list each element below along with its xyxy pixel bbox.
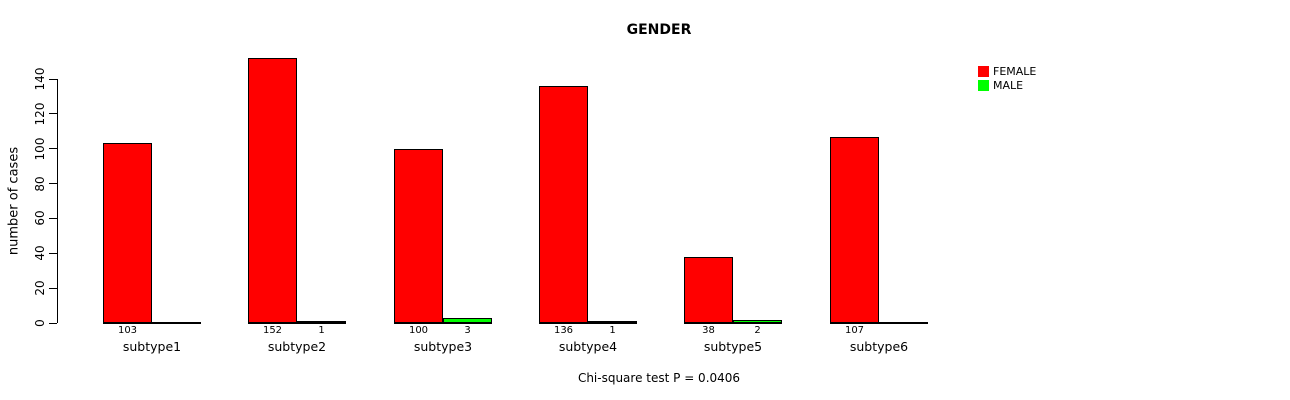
category-label-subtype3: subtype3 bbox=[413, 339, 473, 354]
legend-label-male: MALE bbox=[993, 78, 1024, 92]
y-tick-label: 140 bbox=[33, 67, 47, 91]
y-tick bbox=[49, 78, 57, 80]
bar-female-subtype3 bbox=[394, 149, 443, 323]
chi-square-caption: Chi-square test P = 0.0406 bbox=[577, 371, 741, 385]
y-tick-label: 20 bbox=[33, 280, 47, 296]
y-tick bbox=[49, 183, 57, 185]
category-label-subtype4: subtype4 bbox=[558, 339, 618, 354]
y-tick-label: 80 bbox=[33, 175, 47, 192]
bar-value-label-male-subtype2: 1 bbox=[318, 325, 325, 336]
y-tick bbox=[49, 217, 57, 219]
group-baseline bbox=[830, 322, 928, 324]
bar-value-label-female-subtype3: 100 bbox=[408, 325, 429, 336]
y-tick-label: 60 bbox=[33, 210, 47, 227]
y-tick bbox=[49, 287, 57, 289]
chart-title: GENDER bbox=[626, 22, 692, 38]
y-tick-label: 100 bbox=[33, 137, 47, 161]
bar-value-label-female-subtype5: 38 bbox=[702, 325, 715, 336]
y-axis-line bbox=[57, 79, 58, 323]
bar-value-label-female-subtype1: 103 bbox=[117, 325, 138, 336]
bar-value-label-female-subtype6: 107 bbox=[844, 325, 865, 336]
y-tick bbox=[49, 148, 57, 150]
bar-value-label-male-subtype4: 1 bbox=[609, 325, 616, 336]
legend-row-female: FEMALE bbox=[978, 64, 1036, 78]
male-swatch-icon bbox=[978, 79, 989, 91]
y-tick-label: 40 bbox=[33, 245, 47, 261]
y-tick bbox=[49, 113, 57, 115]
category-label-subtype1: subtype1 bbox=[122, 339, 182, 354]
bar-male-subtype4 bbox=[588, 321, 637, 323]
bar-female-subtype4 bbox=[539, 86, 588, 323]
bar-female-subtype2 bbox=[248, 58, 297, 323]
y-tick-label: 120 bbox=[33, 102, 47, 126]
legend: FEMALE MALE bbox=[978, 64, 1036, 92]
legend-label-female: FEMALE bbox=[993, 64, 1037, 78]
bar-male-subtype2 bbox=[297, 321, 346, 323]
y-tick-label: 0 bbox=[33, 319, 47, 327]
category-label-subtype2: subtype2 bbox=[267, 339, 327, 354]
bar-value-label-male-subtype5: 2 bbox=[754, 325, 761, 336]
y-axis-title: number of cases bbox=[6, 146, 22, 256]
y-tick bbox=[49, 322, 57, 324]
bar-female-subtype1 bbox=[103, 143, 152, 323]
bar-male-subtype5 bbox=[733, 320, 782, 323]
bar-female-subtype6 bbox=[830, 137, 879, 323]
bar-value-label-male-subtype3: 3 bbox=[464, 325, 471, 336]
bar-female-subtype5 bbox=[684, 257, 733, 323]
bar-value-label-female-subtype2: 152 bbox=[262, 325, 283, 336]
category-label-subtype5: subtype5 bbox=[703, 339, 763, 354]
bar-male-subtype3 bbox=[443, 318, 492, 323]
y-tick bbox=[49, 252, 57, 254]
bar-value-label-female-subtype4: 136 bbox=[553, 325, 574, 336]
legend-row-male: MALE bbox=[978, 78, 1036, 92]
female-swatch-icon bbox=[978, 65, 989, 77]
category-label-subtype6: subtype6 bbox=[849, 339, 909, 354]
group-baseline bbox=[103, 322, 201, 324]
